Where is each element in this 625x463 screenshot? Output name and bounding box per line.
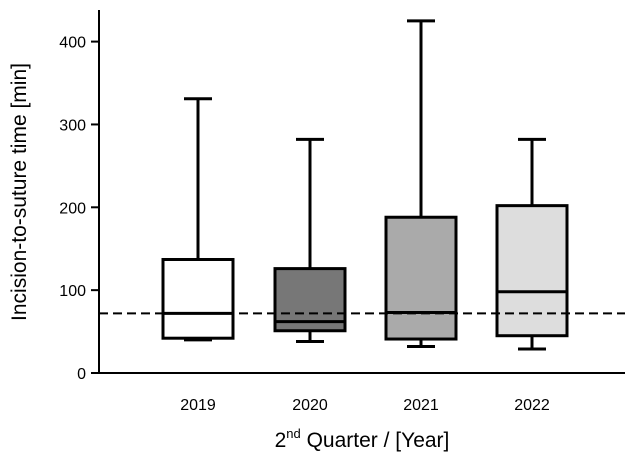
y-tick-label: 0	[77, 366, 86, 383]
y-ticks-group: 0 100 200 300 400	[59, 35, 99, 383]
boxes-group	[161, 19, 569, 351]
x-tick-label: 2021	[403, 397, 439, 414]
box-2021	[384, 19, 458, 348]
y-tick-label: 400	[59, 35, 86, 52]
x-axis-title-superscript: nd	[286, 426, 300, 441]
y-tick-label: 300	[59, 117, 86, 134]
x-tick-label: 2022	[514, 397, 550, 414]
y-tick-label: 100	[59, 283, 86, 300]
box-2020	[273, 137, 347, 344]
x-tick-label: 2020	[292, 397, 328, 414]
box-2019	[161, 97, 235, 342]
box-iqr	[495, 204, 569, 338]
box-2022	[495, 137, 569, 351]
x-axis-title: 2nd Quarter / [Year]	[275, 426, 450, 452]
y-axis-title: Incision-to-suture time [min]	[8, 63, 31, 321]
x-ticks-group: 2019 2020 2021 2022	[180, 397, 550, 414]
x-axis-title-rest: Quarter / [Year]	[301, 429, 450, 452]
y-tick-label: 200	[59, 200, 86, 217]
x-axis-title-number: 2	[275, 429, 287, 452]
box-iqr	[161, 257, 235, 340]
x-tick-label: 2019	[180, 397, 216, 414]
box-iqr	[384, 215, 458, 341]
